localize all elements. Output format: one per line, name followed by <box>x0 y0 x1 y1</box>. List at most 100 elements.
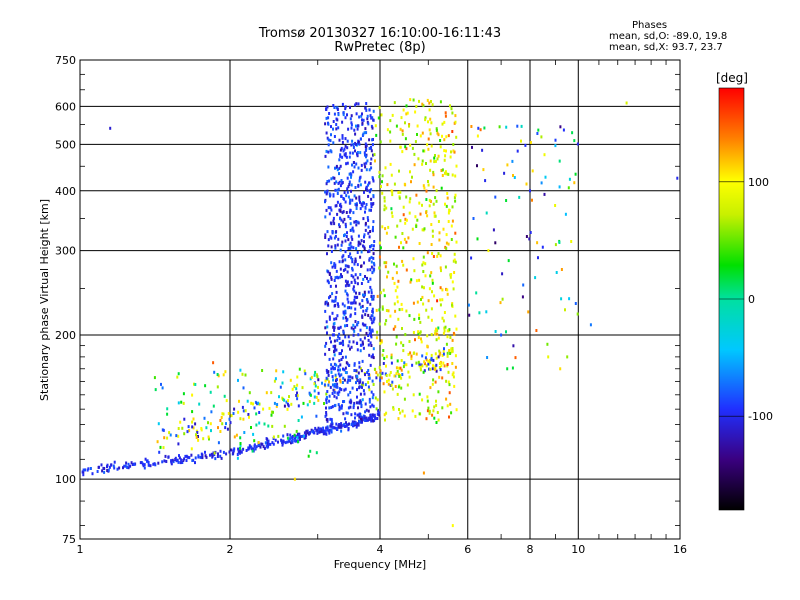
data-point <box>336 314 339 318</box>
data-point <box>407 370 410 374</box>
data-point <box>359 200 361 204</box>
data-point <box>334 298 337 302</box>
data-point <box>408 124 410 128</box>
data-point <box>543 192 546 196</box>
data-point <box>404 137 407 141</box>
data-point <box>328 212 331 216</box>
data-point <box>411 146 414 150</box>
data-point <box>97 465 100 469</box>
data-point <box>347 265 350 269</box>
data-point <box>318 427 321 431</box>
data-point <box>347 406 350 410</box>
data-point <box>367 418 370 422</box>
data-point <box>334 166 336 170</box>
data-point <box>364 410 367 414</box>
data-point <box>343 217 346 221</box>
data-point <box>369 285 372 289</box>
data-point <box>476 134 479 138</box>
data-point <box>371 328 374 332</box>
data-point <box>419 134 422 138</box>
data-point <box>146 459 149 463</box>
data-point <box>440 186 443 190</box>
data-point <box>194 422 197 426</box>
data-point <box>477 126 480 130</box>
data-point <box>406 383 409 387</box>
data-point <box>359 380 362 384</box>
data-point <box>529 141 532 144</box>
data-point <box>230 414 233 418</box>
data-point <box>370 331 372 335</box>
data-point <box>413 152 416 156</box>
data-point <box>498 125 501 129</box>
data-point <box>387 382 390 386</box>
data-point <box>409 197 412 201</box>
data-point <box>365 161 368 165</box>
data-point <box>368 146 371 150</box>
data-point <box>341 181 344 185</box>
data-point <box>399 411 402 415</box>
data-point <box>280 438 283 442</box>
data-point <box>228 450 231 454</box>
colorbar-tick-label: 0 <box>748 293 755 306</box>
data-point <box>358 415 361 419</box>
data-point <box>108 465 111 469</box>
data-point <box>428 108 431 112</box>
data-point <box>344 258 347 262</box>
data-point <box>389 119 392 123</box>
data-point <box>372 404 375 408</box>
data-point <box>349 209 352 213</box>
data-point <box>373 316 376 320</box>
data-point <box>347 185 350 189</box>
data-point <box>363 290 366 294</box>
data-point <box>451 524 454 528</box>
data-point <box>428 128 431 132</box>
data-point <box>370 390 373 394</box>
data-point <box>365 203 368 206</box>
data-point <box>344 279 347 283</box>
data-point <box>191 393 194 397</box>
data-point <box>364 149 367 152</box>
data-point <box>331 333 334 337</box>
data-point <box>372 244 375 248</box>
data-point <box>436 131 439 135</box>
data-point <box>330 208 333 212</box>
data-point <box>390 211 393 215</box>
data-point <box>425 417 428 421</box>
data-point <box>342 311 345 315</box>
data-point <box>451 173 454 177</box>
data-point <box>293 438 296 442</box>
data-point <box>344 105 347 109</box>
data-point <box>367 385 370 389</box>
data-point <box>325 413 328 417</box>
x-tick-label: 4 <box>377 543 384 556</box>
data-point <box>373 413 376 417</box>
data-point <box>324 154 327 158</box>
data-point <box>324 379 327 383</box>
data-point <box>400 116 403 120</box>
data-point <box>394 235 397 239</box>
data-point <box>424 118 427 122</box>
data-point <box>403 182 406 186</box>
data-point <box>335 378 338 382</box>
data-point <box>178 456 181 460</box>
data-point <box>546 342 549 346</box>
data-point <box>404 221 407 225</box>
data-point <box>441 406 444 410</box>
data-point <box>331 265 334 269</box>
data-point <box>339 380 342 384</box>
data-point <box>437 326 440 330</box>
data-point <box>369 114 372 118</box>
data-point <box>412 393 415 397</box>
data-point <box>452 331 455 335</box>
data-point <box>183 457 186 461</box>
data-point <box>359 392 362 396</box>
data-point <box>374 159 376 163</box>
data-point <box>194 383 197 386</box>
data-point <box>344 417 347 421</box>
data-point <box>378 175 381 179</box>
data-point <box>439 254 442 258</box>
data-point <box>332 176 335 180</box>
data-point <box>350 228 353 232</box>
data-point <box>382 349 385 352</box>
data-point <box>333 350 335 354</box>
